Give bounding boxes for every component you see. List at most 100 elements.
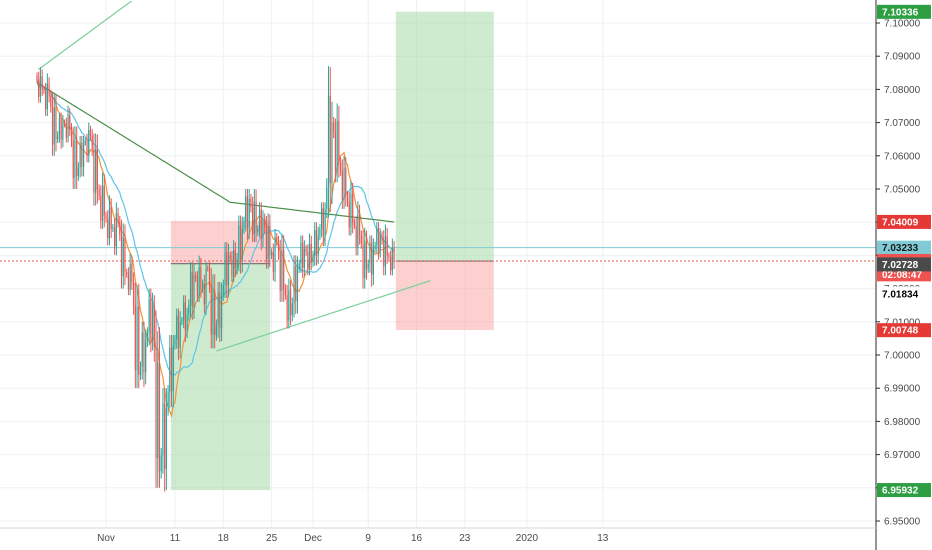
- candle-body: [184, 302, 186, 331]
- price-badge-label: 7.01834: [882, 290, 919, 301]
- candle-body: [365, 241, 368, 269]
- position-stop-zone[interactable]: [395, 261, 494, 331]
- candle-body: [357, 213, 359, 248]
- candle-body: [76, 140, 78, 176]
- candle-body: [98, 189, 100, 196]
- candle-body: [181, 320, 183, 322]
- candle-body: [207, 267, 209, 269]
- trend-line[interactable]: [38, 0, 132, 70]
- candle-body: [252, 207, 254, 235]
- candle-body: [43, 89, 45, 92]
- candle-body: [91, 135, 93, 150]
- candle-body: [174, 339, 176, 346]
- candle-body: [220, 295, 223, 329]
- candle-body: [353, 222, 356, 226]
- candle-body: [63, 122, 66, 125]
- candle-body: [277, 242, 280, 254]
- candle-body: [390, 257, 392, 271]
- candle-body: [195, 275, 197, 279]
- price-badge: [877, 483, 931, 498]
- candle-body: [352, 193, 354, 223]
- position-target-zone[interactable]: [170, 263, 271, 491]
- x-tick-label: Dec: [304, 533, 322, 544]
- candle-body: [234, 250, 236, 269]
- candle-body: [108, 207, 111, 239]
- candle-body: [196, 278, 199, 296]
- candle-body: [120, 234, 123, 277]
- candle-body: [198, 267, 200, 296]
- candle-body: [272, 252, 274, 272]
- candle-body: [224, 252, 226, 286]
- candle-body: [388, 255, 390, 258]
- x-tick-label: Nov: [97, 533, 115, 544]
- candle-body: [200, 267, 202, 289]
- candle-body: [274, 237, 276, 272]
- candle-body: [88, 130, 90, 156]
- candle-body: [65, 124, 67, 138]
- candle-body: [153, 305, 155, 347]
- candle-body: [79, 142, 81, 168]
- candle-body: [100, 195, 102, 221]
- candle-body: [319, 228, 321, 236]
- candle-body: [110, 207, 112, 229]
- candle-body: [369, 242, 371, 264]
- candle-body: [86, 140, 88, 156]
- candle-body: [305, 248, 307, 253]
- candle-body: [250, 198, 252, 208]
- candle-body: [50, 96, 52, 107]
- candle-body: [57, 135, 59, 140]
- candle-body: [222, 285, 224, 296]
- candle-body: [183, 302, 185, 321]
- candle-body: [36, 76, 38, 80]
- candle-body: [219, 291, 221, 329]
- candle-body: [170, 347, 173, 392]
- candle-body: [189, 272, 192, 306]
- position-stop-zone[interactable]: [170, 220, 271, 264]
- candle-body: [107, 218, 109, 239]
- price-badge-label: 6.95932: [882, 486, 919, 497]
- candle-body: [229, 255, 231, 259]
- candle-body: [262, 218, 264, 239]
- candle-body: [138, 306, 140, 375]
- price-badge: [877, 4, 931, 19]
- candle-body: [96, 149, 98, 189]
- candle-body: [329, 96, 331, 184]
- candle-body: [334, 132, 337, 171]
- price-badge: [877, 214, 931, 229]
- candle-body: [39, 76, 42, 97]
- trend-line[interactable]: [216, 280, 431, 352]
- candle-body: [303, 248, 305, 268]
- candle-body: [151, 305, 154, 338]
- candle-body: [358, 213, 361, 236]
- candle-body: [291, 303, 293, 316]
- candle-body: [327, 96, 330, 188]
- candle-body: [360, 235, 362, 244]
- candle-body: [270, 252, 273, 256]
- candle-body: [203, 283, 205, 305]
- x-tick-label: 9: [365, 533, 371, 544]
- y-tick-label: 7.09000: [884, 52, 921, 63]
- candle-body: [284, 288, 287, 296]
- y-tick-label: 6.95000: [884, 517, 921, 528]
- candle-body: [95, 149, 97, 193]
- candle-body: [155, 346, 157, 458]
- candle-body: [62, 122, 64, 140]
- y-tick-label: 6.98000: [884, 417, 921, 428]
- position-target-zone[interactable]: [395, 11, 494, 262]
- x-tick-label: 23: [459, 533, 471, 544]
- candle-body: [393, 247, 395, 263]
- candle-body: [117, 213, 119, 223]
- candle-body: [124, 237, 126, 272]
- candle-body: [386, 236, 388, 256]
- candle-body: [248, 198, 250, 228]
- candle-body: [233, 250, 235, 276]
- x-tick-label: 2020: [516, 533, 539, 544]
- candle-body: [215, 325, 218, 336]
- candle-body: [164, 403, 166, 470]
- candle-body: [236, 258, 238, 269]
- candle-body: [158, 362, 161, 472]
- y-tick-label: 6.97000: [884, 450, 921, 461]
- candle-body: [238, 225, 240, 259]
